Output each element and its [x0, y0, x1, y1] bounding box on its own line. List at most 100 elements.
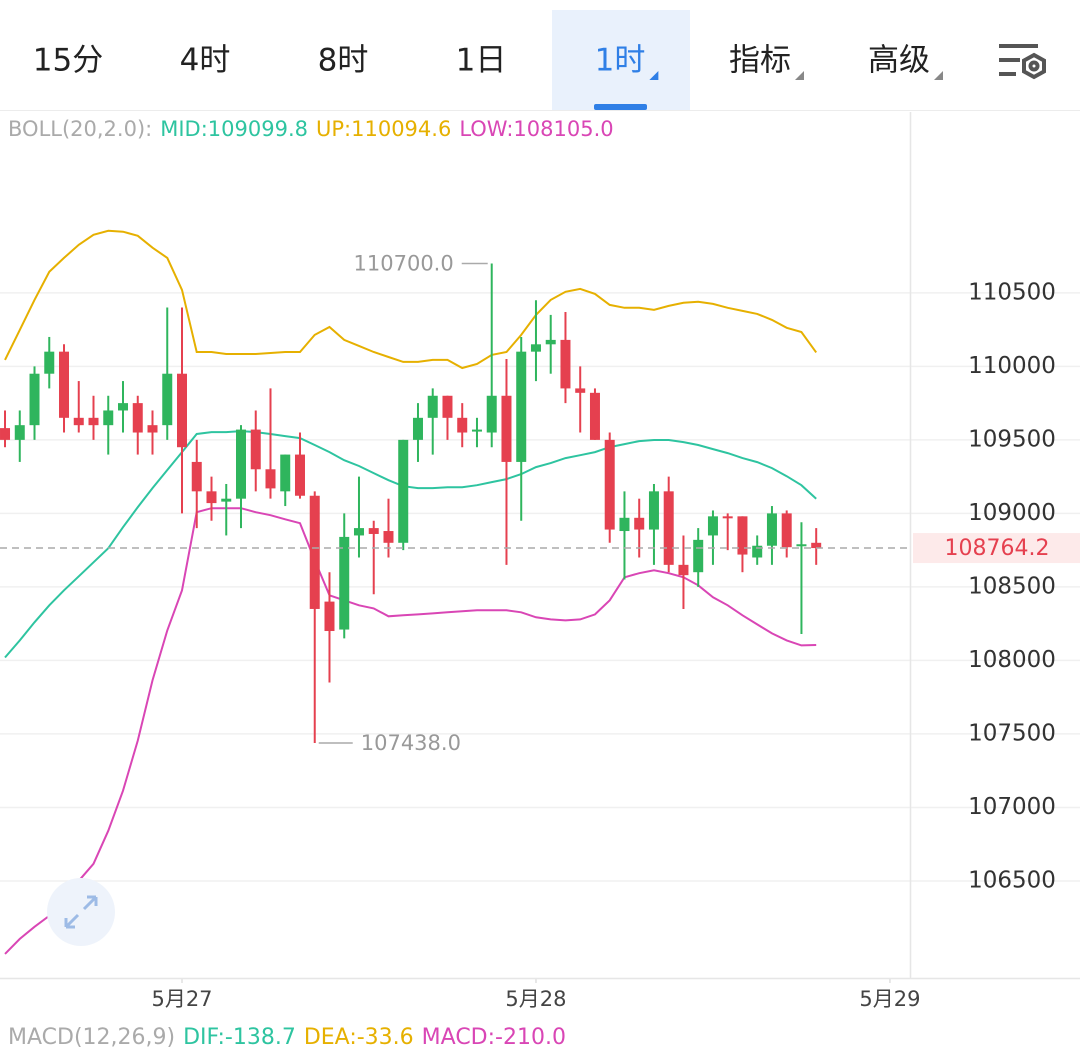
annotation-label: 107438.0 — [361, 731, 461, 755]
candle-body — [177, 373, 187, 448]
tab[interactable]: 15分 — [33, 43, 103, 79]
candle-body — [486, 395, 497, 433]
y-tick-label: 110000 — [968, 353, 1056, 379]
expand-bg — [47, 878, 115, 946]
tab-active-bg — [552, 10, 690, 110]
candle-body — [14, 425, 25, 440]
icon-dot — [1028, 60, 1040, 72]
tab[interactable]: 8时 — [318, 43, 369, 79]
candle-body — [707, 516, 718, 536]
x-tick-label: 5月29 — [859, 987, 920, 1011]
candle-body — [118, 403, 129, 411]
candle-body — [663, 491, 674, 565]
candle-body — [280, 454, 291, 492]
indicator-name: BOLL(20,2.0): — [8, 117, 152, 141]
legend-name: LOW: — [459, 117, 513, 141]
tab[interactable]: 指标 — [729, 43, 804, 81]
macd-item-value: -138.7 — [225, 1025, 296, 1050]
expand-button[interactable] — [47, 878, 115, 946]
candle-body — [368, 528, 379, 534]
candle-body — [427, 395, 438, 418]
candle-body — [250, 429, 261, 470]
candle-body — [294, 454, 305, 496]
tab-bar: 15分 4时 8时 1日 1时 指标 高级 — [33, 10, 943, 110]
candle-body — [206, 491, 217, 504]
candle-body — [162, 373, 173, 426]
x-tick-label: 5月28 — [505, 987, 566, 1011]
annotation-label: 110700.0 — [354, 251, 454, 275]
boll-line — [4, 430, 817, 659]
boll-line — [4, 229, 818, 370]
candle-body — [737, 516, 748, 555]
candle-body — [29, 373, 40, 426]
candle-body — [398, 439, 409, 543]
macd-item-value: -210.0 — [495, 1025, 566, 1050]
candle-body — [471, 429, 482, 432]
tab-label: 1日 — [456, 43, 507, 79]
tab-label: 高级 — [868, 43, 930, 79]
y-tick-label: 110500 — [968, 279, 1056, 305]
y-tick-label: 108000 — [968, 647, 1056, 673]
candle-body — [309, 495, 320, 609]
candle-body — [191, 461, 202, 492]
macd-item-value: -33.6 — [357, 1025, 414, 1050]
tab[interactable]: 4时 — [180, 43, 231, 79]
candle-body — [516, 351, 527, 462]
tab-label: 指标 — [729, 43, 791, 79]
legend-name: UP: — [316, 117, 351, 141]
candle-body — [811, 542, 822, 549]
macd-item-name: MACD: — [422, 1025, 495, 1050]
y-tick-label: 108500 — [968, 573, 1056, 599]
candle-body — [796, 544, 807, 547]
candle-body — [235, 429, 246, 499]
candle-body — [693, 539, 704, 573]
indicator-lines — [4, 229, 818, 955]
legend-value: 109099.8 — [208, 117, 308, 141]
legend-value: 110094.6 — [351, 117, 451, 141]
legend-value: 108105.0 — [513, 117, 613, 141]
current-price-label: 108764.2 — [945, 536, 1050, 561]
candle-body — [678, 564, 689, 576]
candle-body — [619, 517, 630, 532]
macd-legend: MACD(12,26,9) DIF:-138.7 DEA:-33.6 MACD:-21… — [8, 1025, 566, 1050]
candle-body — [339, 536, 350, 630]
legend-name: MID: — [160, 117, 208, 141]
tab[interactable]: 高级 — [868, 43, 943, 81]
candle-body — [575, 388, 586, 393]
boll-line — [4, 507, 817, 955]
tab-label: 4时 — [180, 43, 231, 79]
candle-body — [634, 517, 645, 530]
candle-body — [132, 403, 143, 433]
candle-body — [545, 339, 556, 345]
candle-body — [73, 417, 84, 426]
candle-body — [412, 417, 423, 440]
x-tick-label: 5月27 — [151, 987, 212, 1011]
candle-body — [442, 395, 453, 418]
indicator-legend: BOLL(20,2.0): MID:109099.8 UP:110094.6 LOW:… — [8, 117, 614, 141]
y-tick-label: 107500 — [968, 720, 1056, 746]
tab[interactable]: 1日 — [456, 43, 507, 79]
candle-body — [147, 425, 158, 433]
candle-body — [457, 417, 468, 433]
tab-label: 1时 — [595, 43, 646, 79]
tab-label: 15分 — [33, 43, 103, 79]
y-tick-label: 109000 — [968, 500, 1056, 526]
tab-underline — [594, 104, 647, 110]
y-tick-label: 109500 — [968, 426, 1056, 452]
tab[interactable]: 1时 — [552, 10, 690, 110]
candle-body — [530, 344, 541, 352]
candle-body — [265, 469, 276, 489]
dropdown-arrow — [649, 71, 659, 80]
expand-icon — [64, 895, 98, 929]
macd-item-name: DEA: — [304, 1025, 357, 1050]
current-price-box — [913, 533, 1080, 564]
y-tick-label: 107000 — [968, 794, 1056, 820]
candle-body — [648, 491, 659, 530]
settings-icon[interactable] — [999, 44, 1046, 80]
macd-item-name: DIF: — [183, 1025, 225, 1050]
candle-body — [324, 601, 335, 632]
candle-body — [560, 339, 571, 389]
candle-body — [589, 392, 600, 440]
